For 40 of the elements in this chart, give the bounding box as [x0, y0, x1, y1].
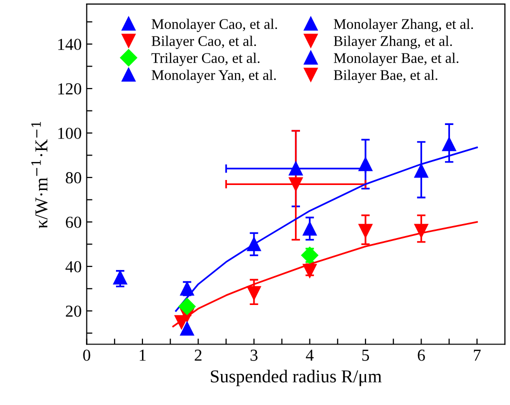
x-tick-label: 3 — [250, 350, 258, 361]
x-tick-label: 6 — [418, 350, 425, 361]
x-tick-label: 0 — [83, 350, 90, 361]
x-tick-label: 2 — [194, 350, 202, 361]
x-tick-label: 4 — [306, 350, 314, 361]
legend-label: Bilayer Cao, et al. — [152, 36, 256, 49]
point — [358, 224, 372, 238]
point — [414, 164, 428, 178]
point — [180, 322, 194, 336]
y-tick-label: 40 — [66, 261, 82, 272]
point — [174, 315, 188, 329]
x-axis-title: Suspended radius R/μm — [210, 370, 382, 386]
y-axis-title: κ/W·m$^{−1}$·K$^{−1}$ — [31, 122, 48, 228]
point — [288, 177, 303, 192]
point — [247, 286, 261, 300]
point — [442, 137, 456, 152]
point — [414, 224, 428, 238]
point — [288, 162, 303, 176]
y-tick-label: 60 — [66, 216, 82, 228]
x-tick-label: 1 — [140, 350, 146, 361]
legend-label: Bilayer Zhang, et al. — [334, 36, 452, 49]
x-tick-label: 7 — [474, 350, 481, 361]
y-tick-label: 20 — [66, 306, 82, 317]
point — [302, 222, 317, 236]
point — [301, 246, 318, 264]
legend-label: Monolayer Bae, et al. — [334, 52, 458, 66]
legend-label: Monolayer Yan, et al. — [152, 70, 276, 83]
legend-label: Bilayer Bae, et al. — [334, 70, 438, 83]
point — [358, 157, 372, 172]
legend-label: Trilayer Cao, et al. — [151, 52, 260, 66]
y-tick-label: 100 — [58, 128, 82, 139]
point — [113, 270, 128, 284]
x-tick-label: 5 — [362, 350, 370, 361]
y-tick-label: 140 — [58, 38, 82, 50]
y-tick-label: 80 — [66, 172, 82, 184]
point — [178, 298, 196, 315]
legend-label: Monolayer Zhang, et al. — [334, 18, 473, 32]
legend-label: Monolayer Cao, et al. — [152, 18, 278, 32]
point — [247, 237, 261, 252]
y-tick-label: 120 — [58, 83, 82, 94]
